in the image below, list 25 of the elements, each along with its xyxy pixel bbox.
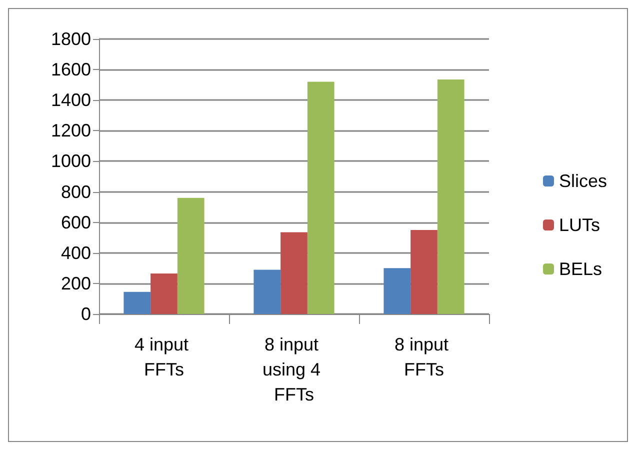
x-tick-label: 8 input using 4 FFTs (262, 334, 326, 404)
bar (177, 198, 204, 314)
bar (437, 79, 464, 314)
x-tick-label: 8 input FFTs (394, 334, 454, 380)
y-tick-label: 600 (60, 212, 91, 232)
bar (280, 232, 308, 314)
legend-label: BELs (558, 259, 602, 279)
y-tick-label: 200 (60, 273, 91, 294)
y-tick-label: 1000 (50, 151, 91, 172)
y-tick-label: 400 (60, 242, 91, 263)
bar (124, 292, 151, 314)
y-tick-label: 0 (80, 304, 91, 324)
bar (254, 270, 281, 314)
x-tick-label: 4 input FFTs (134, 334, 194, 380)
y-tick-label: 1400 (50, 90, 91, 110)
y-tick-label: 1800 (50, 29, 91, 49)
y-tick-label: 1600 (50, 60, 91, 80)
bar (307, 82, 334, 314)
y-tick-label: 1200 (50, 120, 91, 141)
bar (150, 274, 178, 314)
bar (384, 268, 411, 314)
legend-label: Slices (558, 171, 607, 191)
bar (410, 230, 438, 314)
y-tick-label: 800 (60, 182, 91, 202)
legend-label: LUTs (558, 215, 600, 235)
